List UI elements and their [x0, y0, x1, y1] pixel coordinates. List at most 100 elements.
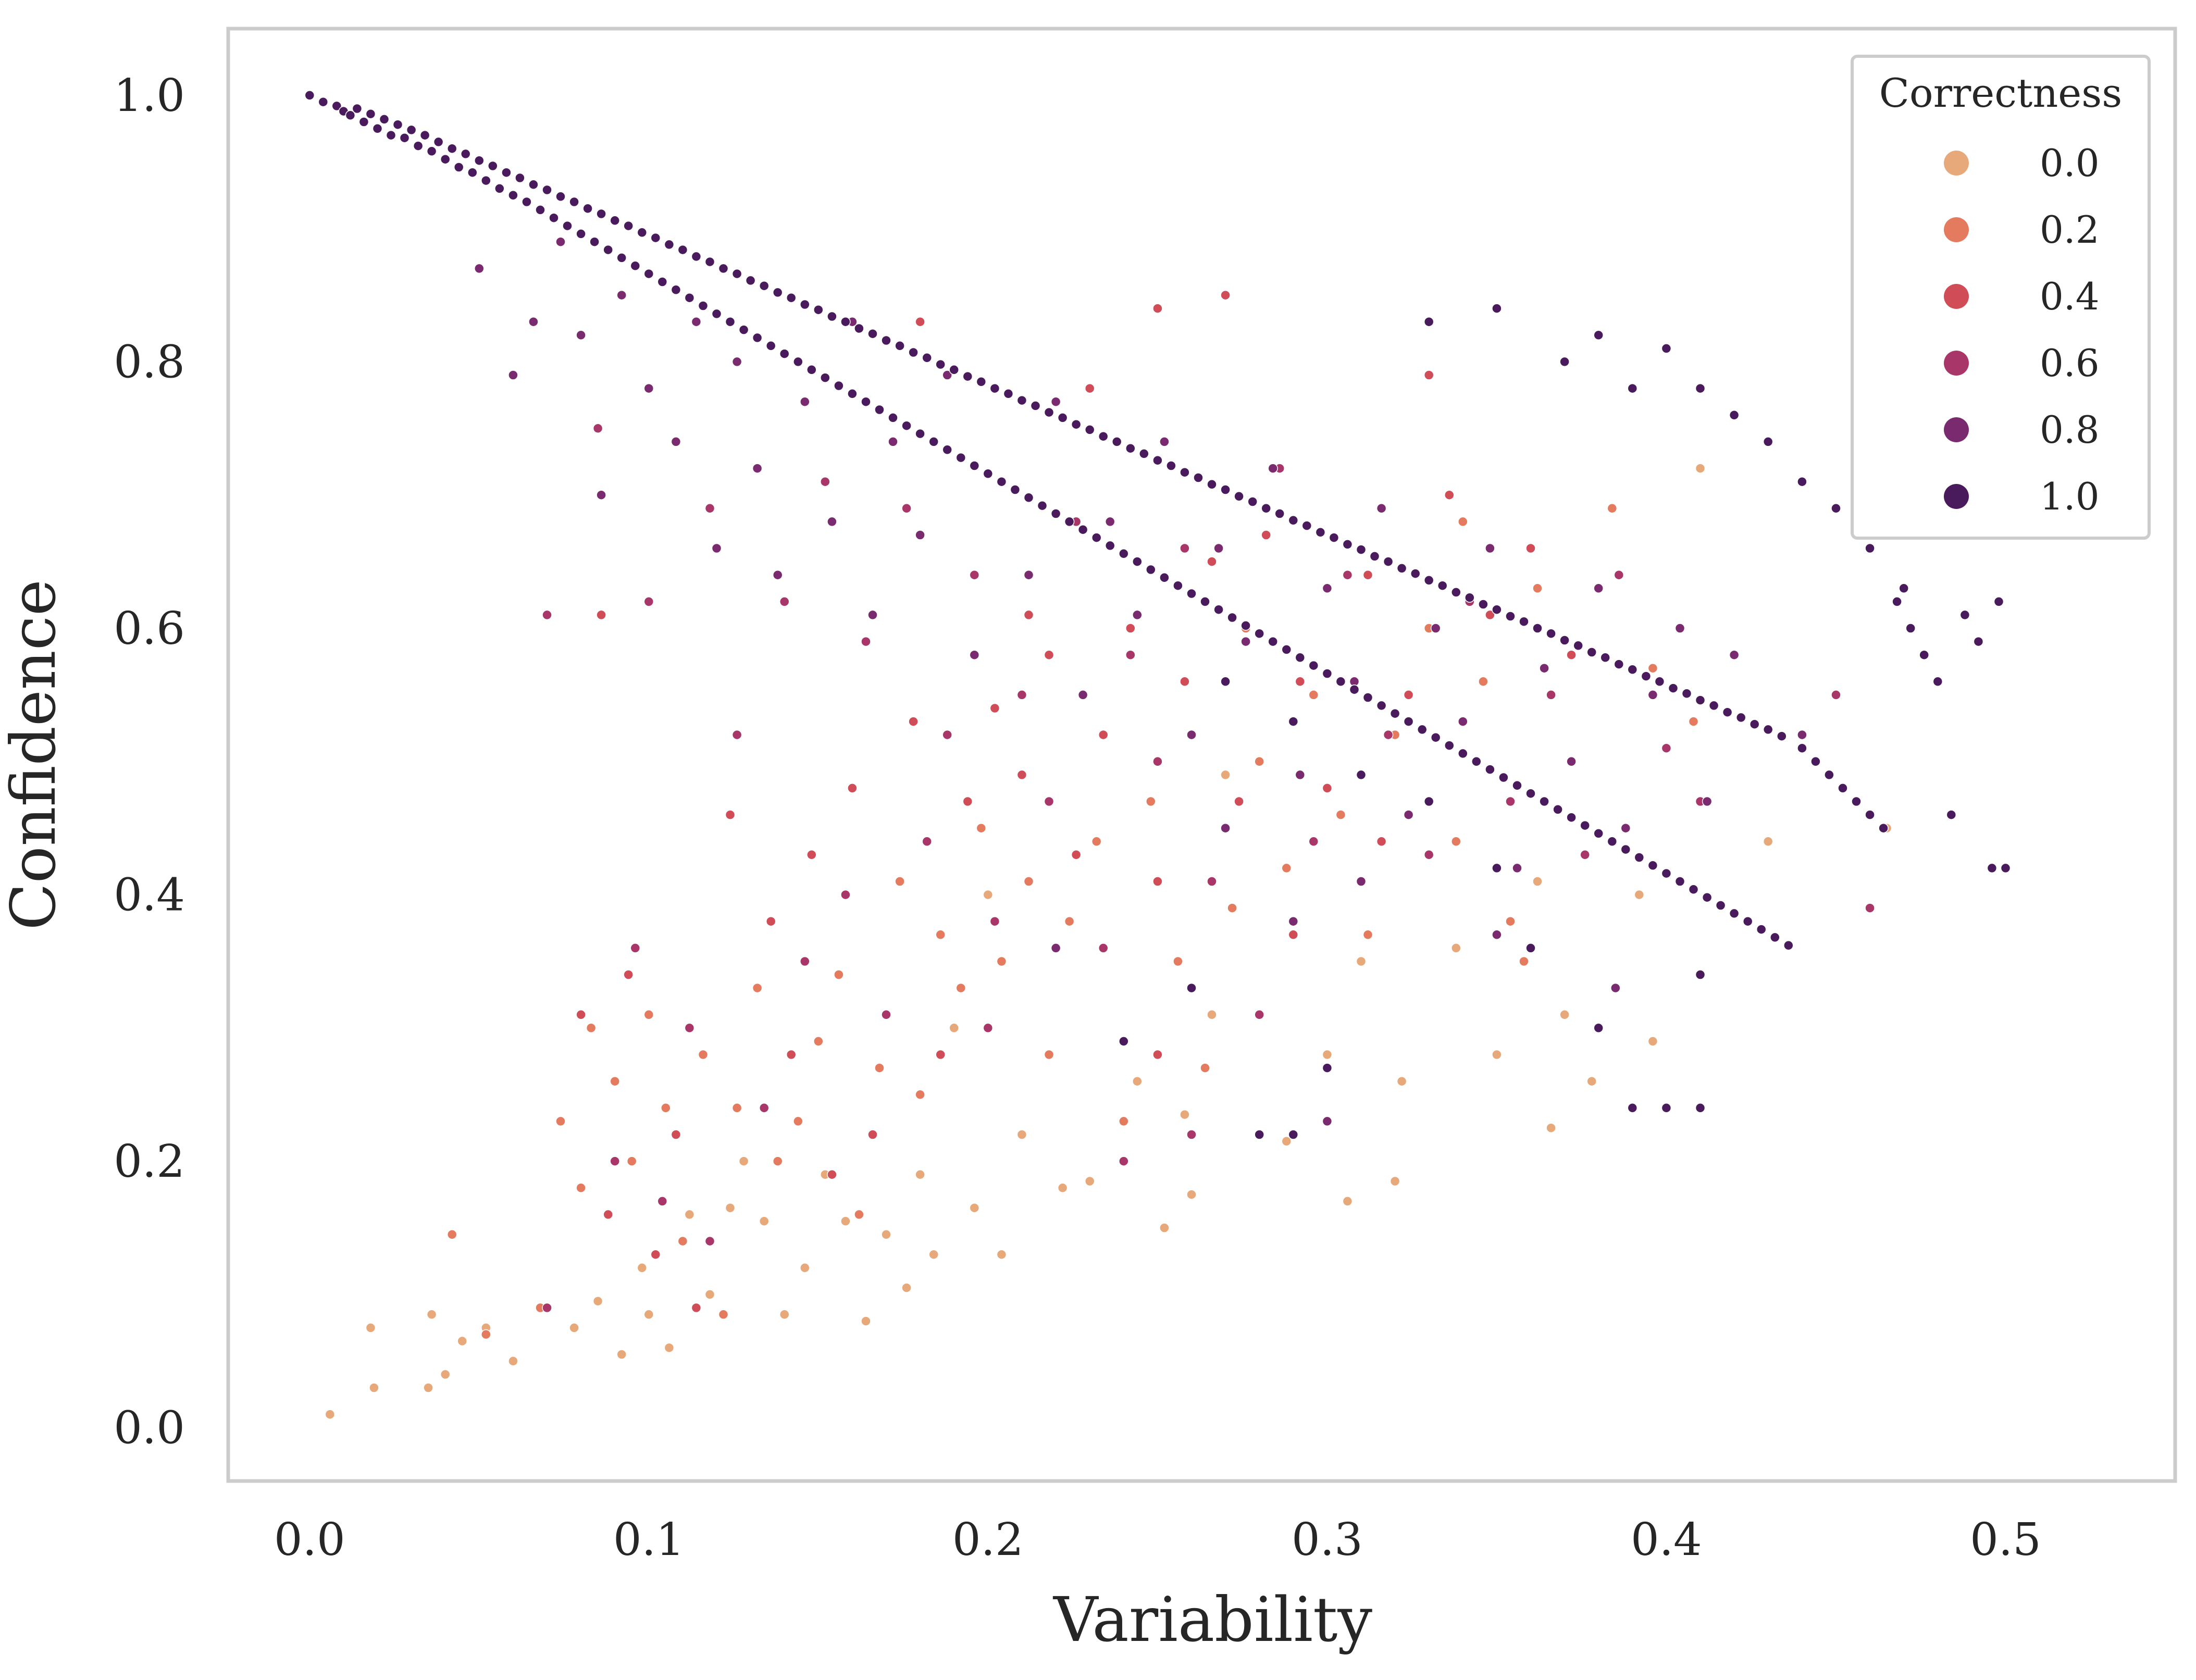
data-point: [1559, 356, 1570, 367]
data-point: [725, 316, 736, 327]
data-point: [535, 205, 545, 215]
legend-marker: [1944, 484, 1969, 509]
data-point: [1064, 516, 1075, 527]
data-point: [827, 311, 837, 322]
data-point: [779, 596, 790, 607]
data-point: [515, 172, 525, 183]
data-point: [752, 982, 763, 993]
data-point: [1831, 690, 1841, 700]
data-point: [807, 365, 817, 375]
data-point: [867, 1129, 878, 1140]
data-point: [1308, 836, 1319, 847]
legend-box: [1851, 55, 2151, 540]
data-point: [386, 130, 396, 141]
data-point: [433, 136, 444, 147]
data-point: [1186, 588, 1197, 599]
data-point: [501, 167, 512, 178]
data-point: [1492, 1049, 1502, 1060]
data-point: [908, 716, 919, 727]
data-point: [1159, 573, 1170, 583]
data-point: [603, 244, 613, 255]
data-point: [555, 1116, 566, 1127]
data-point: [657, 277, 668, 287]
data-point: [1702, 796, 1713, 807]
data-point: [983, 1023, 994, 1034]
data-point: [1783, 940, 1794, 951]
data-point: [1207, 556, 1217, 567]
data-point: [1559, 1010, 1570, 1020]
data-point: [881, 1010, 891, 1020]
data-point: [596, 208, 606, 219]
data-point: [942, 729, 952, 740]
data-point: [440, 154, 451, 165]
data-point: [358, 117, 369, 127]
legend-marker: [1944, 151, 1969, 176]
data-point: [1037, 500, 1048, 511]
data-point: [1546, 690, 1556, 700]
data-point: [406, 125, 417, 135]
data-point: [1688, 884, 1699, 895]
y-tick-label: 0.6: [114, 603, 185, 655]
y-tick-label: 0.4: [114, 869, 185, 922]
data-point: [1274, 508, 1285, 519]
data-point: [1261, 530, 1271, 540]
data-point: [1342, 1196, 1353, 1206]
data-point: [861, 396, 871, 407]
data-point: [1288, 929, 1299, 940]
data-point: [1932, 676, 1943, 687]
data-point: [1403, 810, 1414, 820]
data-point: [671, 284, 681, 295]
data-point: [1763, 437, 1773, 447]
data-point: [935, 929, 946, 940]
data-point: [793, 356, 803, 367]
data-point: [481, 1329, 491, 1340]
data-point: [1593, 583, 1604, 594]
data-point: [711, 308, 722, 319]
data-point: [1362, 929, 1373, 940]
data-point: [1356, 876, 1367, 887]
data-point: [1423, 575, 1434, 586]
data-point: [1695, 969, 1706, 980]
data-point: [1492, 303, 1502, 314]
data-point: [1213, 604, 1224, 615]
data-point: [718, 263, 729, 274]
data-point: [1050, 508, 1061, 519]
data-point: [1423, 370, 1434, 380]
data-point: [569, 196, 579, 207]
data-point: [626, 1156, 637, 1166]
data-point: [1892, 596, 1902, 607]
data-point: [888, 413, 898, 423]
data-point: [704, 1289, 715, 1300]
data-point: [1023, 876, 1034, 887]
data-point: [691, 1302, 702, 1313]
data-point: [915, 1169, 925, 1180]
data-point: [457, 1336, 467, 1347]
data-point: [752, 332, 763, 343]
data-point: [1220, 290, 1231, 301]
data-point: [1492, 604, 1502, 615]
data-point: [1207, 876, 1217, 887]
data-point: [1559, 635, 1570, 645]
data-point: [915, 316, 925, 327]
data-point: [759, 1216, 770, 1226]
data-point: [616, 253, 627, 263]
data-point: [1525, 788, 1536, 799]
data-point: [1077, 690, 1088, 700]
data-point: [1525, 543, 1536, 554]
data-point: [1430, 623, 1441, 633]
data-point: [1010, 484, 1021, 495]
data-point: [915, 428, 925, 439]
data-point: [1295, 769, 1306, 780]
data-point: [840, 316, 851, 327]
data-point: [365, 1323, 376, 1333]
data-point: [1566, 812, 1577, 823]
data-point: [1423, 850, 1434, 860]
data-point: [1695, 463, 1706, 474]
data-point: [1152, 455, 1163, 466]
data-point: [1702, 892, 1713, 903]
data-point: [1593, 1023, 1604, 1034]
data-point: [1749, 719, 1760, 729]
data-point: [1254, 756, 1264, 767]
data-point: [528, 316, 539, 327]
data-point: [1213, 543, 1224, 554]
